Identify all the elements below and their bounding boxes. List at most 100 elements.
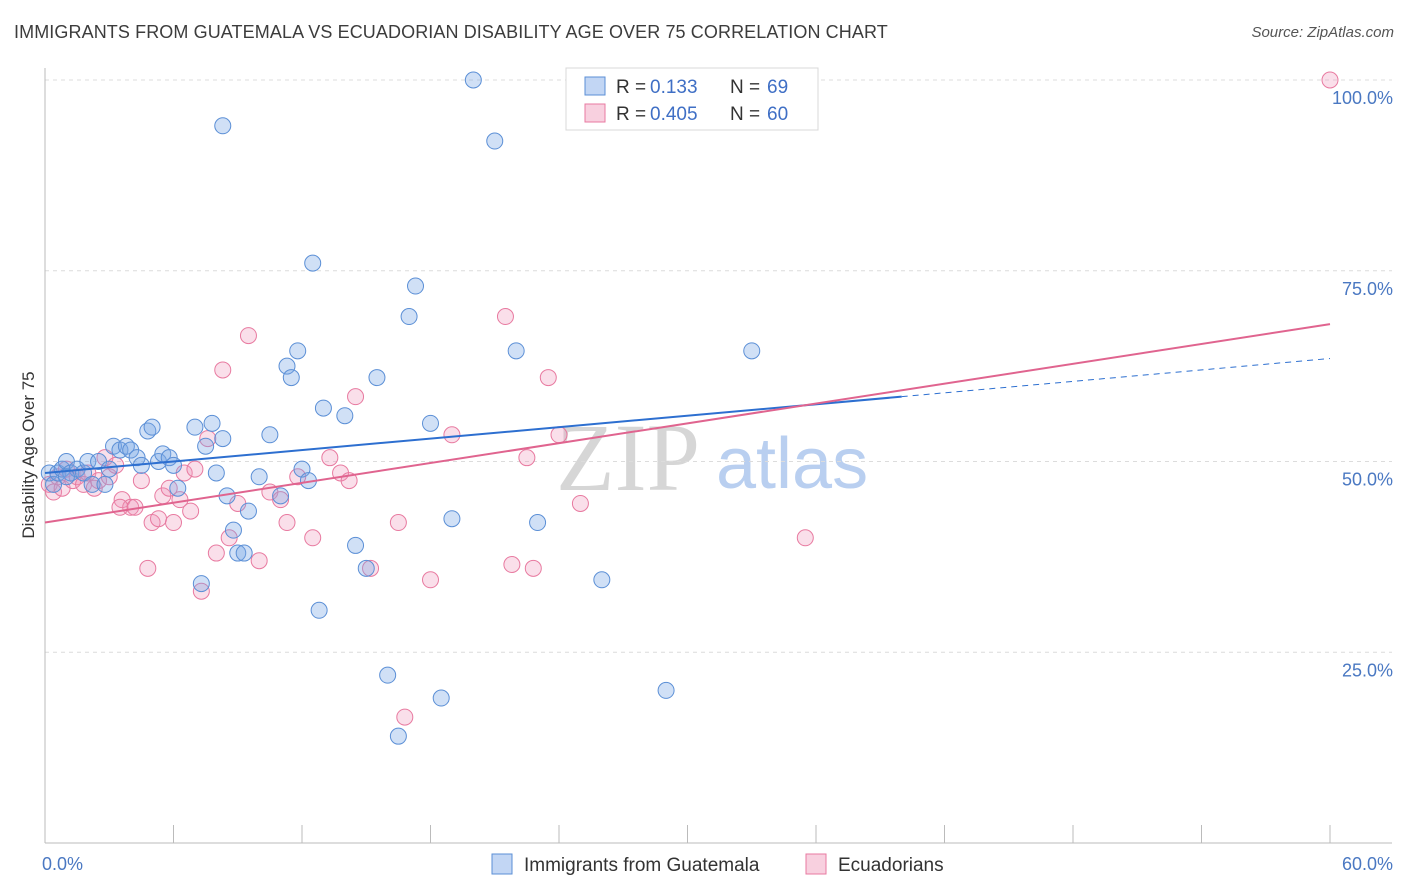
ecuadorians-point <box>550 426 568 444</box>
y-tick-label-100: 100.0% <box>1332 88 1393 108</box>
axes <box>44 68 1392 844</box>
legend-r-value-2: 0.405 <box>650 104 698 125</box>
ecuadorians-trendline <box>44 323 1331 524</box>
guatemala-point <box>507 342 525 360</box>
ecuadorians-point <box>132 472 150 490</box>
guatemala-point <box>657 681 675 699</box>
ecuadorians-point <box>111 498 129 516</box>
guatemala-point <box>186 418 204 436</box>
guatemala-point <box>278 357 296 375</box>
y-tick-label-25: 25.0% <box>1342 660 1393 680</box>
ecuadorians-point <box>321 449 339 467</box>
guatemala-point <box>407 277 425 295</box>
legend-r-label-2: R = <box>616 104 646 125</box>
ecuadorians-point <box>160 479 178 497</box>
guatemala-point <box>289 342 307 360</box>
guatemala-point <box>486 132 504 150</box>
guatemala-trendline <box>44 395 902 474</box>
guatemala-point <box>282 369 300 387</box>
ecuadorians-point <box>396 708 414 726</box>
guatemala-point <box>100 460 118 478</box>
guatemala-point <box>261 426 279 444</box>
ecuadorians-point <box>182 502 200 520</box>
ecuadorians-point <box>503 556 521 574</box>
trendlines <box>44 323 1331 524</box>
guatemala-point <box>314 399 332 417</box>
guatemala-point <box>422 414 439 432</box>
ecuadorians-point <box>571 494 589 512</box>
guatemala-point <box>203 414 221 432</box>
legend-n-value-1: 69 <box>767 77 788 98</box>
source-label: Source: ZipAtlas.com <box>1251 24 1394 41</box>
legend-r-label-1: R = <box>616 77 646 98</box>
guatemala-point <box>169 479 187 497</box>
guatemala-point <box>464 71 482 89</box>
watermark-atlas: atlas <box>716 424 868 504</box>
y-tick-label-75: 75.0% <box>1342 279 1393 299</box>
guatemala-point <box>529 514 547 532</box>
guatemala-point <box>272 487 290 505</box>
bottom-legend-label-guatemala: Immigrants from Guatemala <box>524 855 760 876</box>
chart-title: IMMIGRANTS FROM GUATEMALA VS ECUADORIAN … <box>14 22 888 42</box>
guatemala-point <box>229 544 247 562</box>
stats-legend: R = 0.133 N = 69 R = 0.405 N = 60 <box>565 67 819 131</box>
guatemala-point <box>336 407 354 425</box>
legend-swatch-ecuadorians <box>584 103 606 123</box>
guatemala-point <box>192 575 210 593</box>
gridlines <box>45 79 1392 653</box>
guatemala-point <box>96 475 114 493</box>
series-legend: Immigrants from Guatemala Ecuadorians <box>491 853 944 876</box>
legend-n-label-1: N = <box>730 77 760 98</box>
guatemala-point <box>389 727 407 745</box>
legend-swatch-guatemala <box>584 76 606 96</box>
guatemala-point <box>368 369 386 387</box>
guatemala-point <box>310 601 328 619</box>
guatemala-point <box>304 254 322 272</box>
guatemala-point <box>443 510 461 528</box>
ecuadorians-point <box>139 559 157 577</box>
ecuadorians-point <box>186 460 204 478</box>
ecuadorians-point <box>422 571 439 589</box>
guatemala-point <box>197 437 215 455</box>
guatemala-trendline-extension <box>901 357 1331 398</box>
ecuadorians-point <box>796 529 814 547</box>
ecuadorians-point <box>239 327 257 345</box>
guatemala-point <box>400 308 418 326</box>
guatemala-point <box>224 521 242 539</box>
guatemala-point <box>250 468 268 486</box>
x-tick-labels: 0.0% 60.0% <box>42 854 1393 874</box>
x-tick-label-min: 0.0% <box>42 854 83 874</box>
guatemala-point <box>45 475 63 493</box>
guatemala-point <box>235 544 253 562</box>
ecuadorians-point <box>165 514 182 532</box>
y-axis-title: Disability Age Over 75 <box>19 371 38 538</box>
ecuadorians-point <box>1321 71 1339 89</box>
bottom-legend-swatch-ecuadorians <box>805 853 827 875</box>
ecuadorians-point <box>524 559 542 577</box>
guatemala-point <box>239 502 257 520</box>
guatemala-point <box>207 464 225 482</box>
legend-r-value-1: 0.133 <box>650 77 698 98</box>
ecuadorians-point <box>304 529 322 547</box>
ecuadorians-points <box>40 71 1339 726</box>
ecuadorians-point <box>150 510 168 528</box>
guatemala-point <box>347 536 365 554</box>
legend-n-label-2: N = <box>730 104 760 125</box>
guatemala-point <box>83 475 101 493</box>
ecuadorians-point <box>278 514 296 532</box>
guatemala-point <box>57 468 75 486</box>
guatemala-point <box>593 571 611 589</box>
guatemala-point <box>143 418 161 436</box>
guatemala-point <box>432 689 450 707</box>
ecuadorians-point <box>496 308 514 326</box>
stats-legend-box <box>565 67 819 131</box>
guatemala-point <box>214 430 232 448</box>
ecuadorians-point <box>207 544 225 562</box>
ecuadorians-point <box>250 552 268 570</box>
ecuadorians-point <box>272 491 290 509</box>
y-tick-labels: 25.0% 50.0% 75.0% 100.0% <box>1332 88 1393 680</box>
guatemala-point <box>165 456 182 474</box>
bottom-legend-label-ecuadorians: Ecuadorians <box>838 855 944 876</box>
guatemala-point <box>214 117 232 135</box>
ecuadorians-point <box>347 388 365 406</box>
